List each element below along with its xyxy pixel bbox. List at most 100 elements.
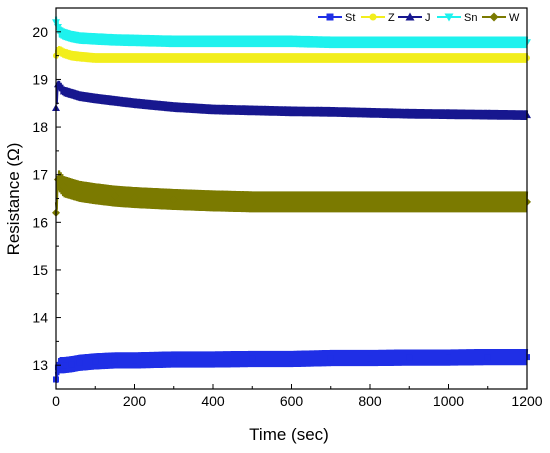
data-point-z — [68, 52, 75, 59]
y-tick-label: 19 — [32, 71, 48, 87]
data-point-st — [210, 356, 216, 363]
data-point-st — [445, 354, 452, 361]
x-axis-label: Time (sec) — [249, 425, 329, 444]
data-point-w — [248, 197, 257, 206]
x-tick-label: 1200 — [511, 393, 542, 409]
legend-marker-z — [369, 13, 377, 21]
data-point-sn — [326, 39, 335, 47]
series-line-sn — [54, 16, 529, 49]
x-tick-label: 0 — [52, 393, 60, 409]
data-point-z — [210, 55, 216, 62]
data-point-st — [68, 361, 75, 368]
data-point-z — [170, 55, 177, 62]
data-point-st — [406, 354, 413, 361]
legend-marker-sn — [444, 13, 454, 22]
legend-label-w: W — [509, 12, 520, 24]
data-point-j — [59, 87, 68, 95]
data-point-st — [327, 355, 334, 362]
data-point-sn — [59, 31, 68, 39]
data-point-z — [406, 55, 413, 62]
data-point-j — [209, 105, 217, 113]
data-point-w — [75, 187, 84, 196]
series-sn — [52, 16, 531, 49]
series-w — [52, 170, 531, 217]
data-point-sn — [91, 35, 100, 43]
data-point-sn — [483, 39, 492, 47]
data-point-w — [326, 197, 335, 206]
data-point-j — [405, 109, 414, 117]
x-tick-label: 200 — [123, 393, 147, 409]
legend-label-st: St — [345, 12, 355, 24]
data-point-st — [288, 355, 295, 362]
data-point-j — [91, 94, 100, 102]
data-point-w — [55, 177, 64, 186]
data-point-z — [111, 55, 118, 62]
data-point-sn — [110, 36, 119, 44]
data-point-w — [366, 197, 374, 206]
series-z — [53, 46, 530, 63]
data-point-w — [444, 197, 453, 206]
data-point-st — [76, 359, 83, 366]
data-point-st — [367, 355, 373, 362]
data-point-sn — [287, 38, 296, 46]
x-axis: 0 200 400 600 800 1000 1200 — [52, 384, 543, 409]
data-point-sn — [444, 39, 453, 47]
data-point-st — [92, 358, 99, 365]
data-point-z — [327, 55, 334, 62]
x-tick-label: 400 — [201, 393, 225, 409]
y-tick-label: 13 — [32, 357, 48, 373]
series-j — [52, 80, 531, 120]
data-point-w — [110, 192, 119, 201]
series-line-st — [54, 348, 529, 383]
data-point-st — [484, 354, 491, 361]
data-point-sn — [130, 37, 139, 45]
data-point-j — [67, 89, 76, 97]
data-point-z — [131, 55, 138, 62]
x-tick-label: 600 — [280, 393, 304, 409]
data-point-j — [75, 92, 84, 100]
data-point-z — [92, 55, 99, 62]
y-tick-label: 16 — [32, 214, 48, 230]
y-tick-label: 18 — [32, 119, 48, 135]
data-point-sn — [67, 33, 76, 41]
data-point-j — [366, 108, 374, 116]
data-point-sn — [169, 38, 178, 46]
y-tick-label: 15 — [32, 262, 48, 278]
y-tick-label: 14 — [32, 310, 48, 326]
y-tick-label: 20 — [32, 24, 48, 40]
series-st — [53, 348, 530, 383]
legend-marker-j — [405, 12, 415, 21]
x-tick-label: 1000 — [433, 393, 464, 409]
data-point-sn — [366, 39, 374, 47]
data-point-z — [445, 55, 452, 62]
legend-marker-w — [489, 12, 499, 22]
y-tick-label: 17 — [32, 167, 48, 183]
legend-label-z: Z — [388, 12, 395, 24]
series-line-w — [54, 170, 529, 213]
series-layer — [52, 16, 531, 383]
data-point-z — [484, 55, 491, 62]
data-point-z — [249, 55, 256, 62]
data-point-st — [111, 357, 118, 364]
data-point-j — [110, 96, 119, 104]
data-point-st — [249, 355, 256, 362]
data-point-w — [287, 197, 296, 206]
data-point-w — [91, 189, 100, 198]
data-point-w — [169, 195, 178, 204]
data-point-j — [483, 110, 492, 118]
data-point-sn — [209, 38, 217, 46]
data-point-st — [170, 356, 177, 363]
data-point-j — [248, 106, 257, 114]
data-point-w — [483, 197, 492, 206]
legend-label-sn: Sn — [464, 12, 477, 24]
data-point-j — [130, 99, 139, 107]
series-line-j — [55, 80, 529, 120]
data-point-st — [131, 357, 138, 364]
data-point-z — [288, 55, 295, 62]
data-point-j — [287, 107, 296, 115]
data-point-st — [60, 362, 67, 369]
x-tick-label: 800 — [358, 393, 382, 409]
data-point-sn — [248, 38, 257, 46]
